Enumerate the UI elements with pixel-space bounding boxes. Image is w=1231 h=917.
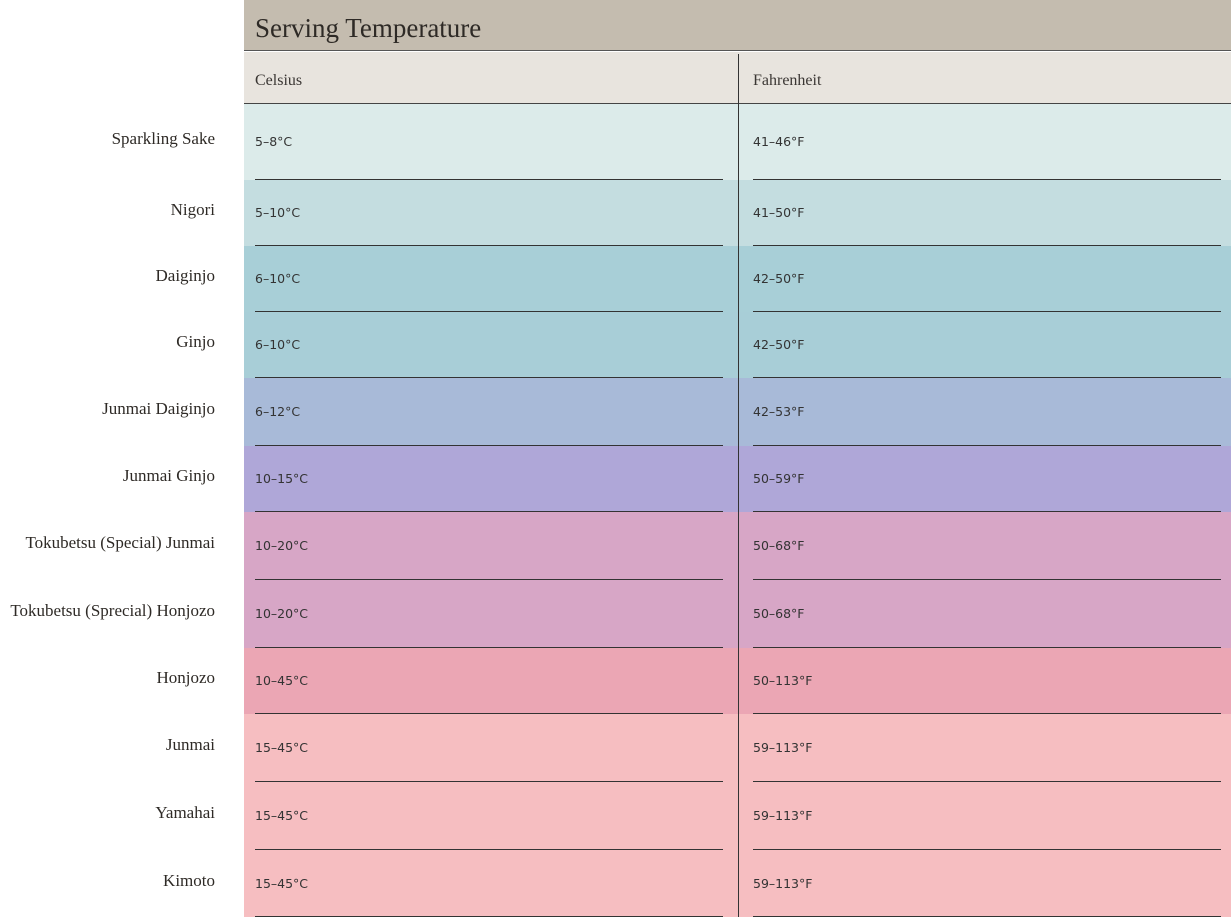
row-rule [255, 311, 723, 312]
fahrenheit-value: 50–68°F [753, 606, 805, 621]
row-background [244, 850, 1231, 917]
row-rule [255, 647, 723, 648]
table-row: Nigori 5–10°C 41–50°F [0, 180, 1231, 246]
row-background [244, 378, 1231, 446]
row-rule [255, 245, 723, 246]
celsius-value: 10–20°C [255, 606, 309, 621]
row-rule [255, 377, 723, 378]
table-row: Tokubetsu (Sprecial) Honjozo 10–20°C 50–68… [0, 580, 1231, 648]
row-rule [753, 377, 1221, 378]
row-label: Junmai Daiginjo [102, 399, 215, 418]
row-background [244, 312, 1231, 378]
fahrenheit-value: 42–53°F [753, 404, 805, 419]
row-background [244, 104, 1231, 180]
fahrenheit-value: 59–113°F [753, 808, 813, 823]
row-rule [753, 647, 1221, 648]
celsius-value: 6–10°C [255, 337, 301, 352]
column-label: Celsius [255, 72, 303, 89]
row-label: Tokubetsu (Sprecial) Honjozo [10, 601, 215, 620]
celsius-value: 6–10°C [255, 271, 301, 286]
row-background [244, 246, 1231, 312]
row-rule [255, 179, 723, 180]
celsius-value: 15–45°C [255, 740, 309, 755]
row-label: Tokubetsu (Special) Junmai [25, 533, 215, 552]
row-label: Nigori [170, 200, 215, 219]
row-rule [255, 713, 723, 714]
row-label: Junmai [165, 735, 215, 754]
row-background [244, 512, 1231, 580]
celsius-value: 15–45°C [255, 808, 309, 823]
table-row: Kimoto 15–45°C 59–113°F [0, 850, 1231, 917]
row-rule [753, 849, 1221, 850]
row-label: Yamahai [155, 803, 215, 822]
row-label: Junmai Ginjo [122, 466, 215, 485]
celsius-value: 5–8°C [255, 134, 293, 149]
celsius-value: 10–15°C [255, 471, 309, 486]
header-title: Serving Temperature [244, 0, 1231, 51]
table-row: Honjozo 10–45°C 50–113°F [0, 648, 1231, 714]
table-row: Daiginjo 6–10°C 42–50°F [0, 246, 1231, 312]
fahrenheit-value: 59–113°F [753, 740, 813, 755]
row-label: Kimoto [163, 870, 215, 890]
row-rule [753, 511, 1221, 512]
row-background [244, 782, 1231, 850]
row-rule [753, 579, 1221, 580]
row-rule [753, 311, 1221, 312]
fahrenheit-value: 41–46°F [753, 134, 805, 149]
row-rule [753, 445, 1221, 446]
row-rule [255, 445, 723, 446]
row-background [244, 446, 1231, 512]
column-label: Fahrenheit [753, 72, 822, 89]
fahrenheit-value: 42–50°F [753, 271, 805, 286]
table-row: Junmai Ginjo 10–15°C 50–59°F [0, 446, 1231, 512]
row-rule [255, 579, 723, 580]
row-label: Ginjo [176, 332, 215, 351]
row-rule [753, 245, 1221, 246]
row-rule [255, 849, 723, 850]
table-row: Tokubetsu (Special) Junmai 10–20°C 50–68°F [0, 512, 1231, 580]
fahrenheit-value: 50–113°F [753, 673, 813, 688]
row-background [244, 714, 1231, 782]
celsius-value: 15–45°C [255, 875, 309, 891]
fahrenheit-value: 50–68°F [753, 538, 805, 553]
fahrenheit-value: 59–113°F [753, 875, 813, 891]
column-header: Celsius Fahrenheit [244, 52, 1231, 104]
row-label: Honjozo [156, 668, 215, 687]
row-rule [753, 781, 1221, 782]
row-background [244, 648, 1231, 714]
fahrenheit-value: 42–50°F [753, 337, 805, 352]
fahrenheit-value: 50–59°F [753, 471, 805, 486]
row-rule [753, 713, 1221, 714]
row-label: Sparkling Sake [111, 129, 215, 148]
table-row: Ginjo 6–10°C 42–50°F [0, 312, 1231, 378]
celsius-value: 6–12°C [255, 404, 301, 419]
table-row: Junmai Daiginjo 6–12°C 42–53°F [0, 378, 1231, 446]
celsius-value: 10–45°C [255, 673, 309, 688]
table-row: Junmai 15–45°C 59–113°F [0, 714, 1231, 782]
row-background [244, 580, 1231, 648]
celsius-value: 10–20°C [255, 538, 309, 553]
row-rule [753, 179, 1221, 180]
row-background [244, 180, 1231, 246]
row-rule [255, 781, 723, 782]
row-rule [255, 511, 723, 512]
column-divider [738, 54, 739, 917]
row-label: Daiginjo [155, 266, 216, 285]
table-row: Sparkling Sake 5–8°C 41–46°F [0, 104, 1231, 180]
table-row: Yamahai 15–45°C 59–113°F [0, 782, 1231, 850]
fahrenheit-value: 41–50°F [753, 205, 805, 220]
celsius-value: 5–10°C [255, 205, 301, 220]
